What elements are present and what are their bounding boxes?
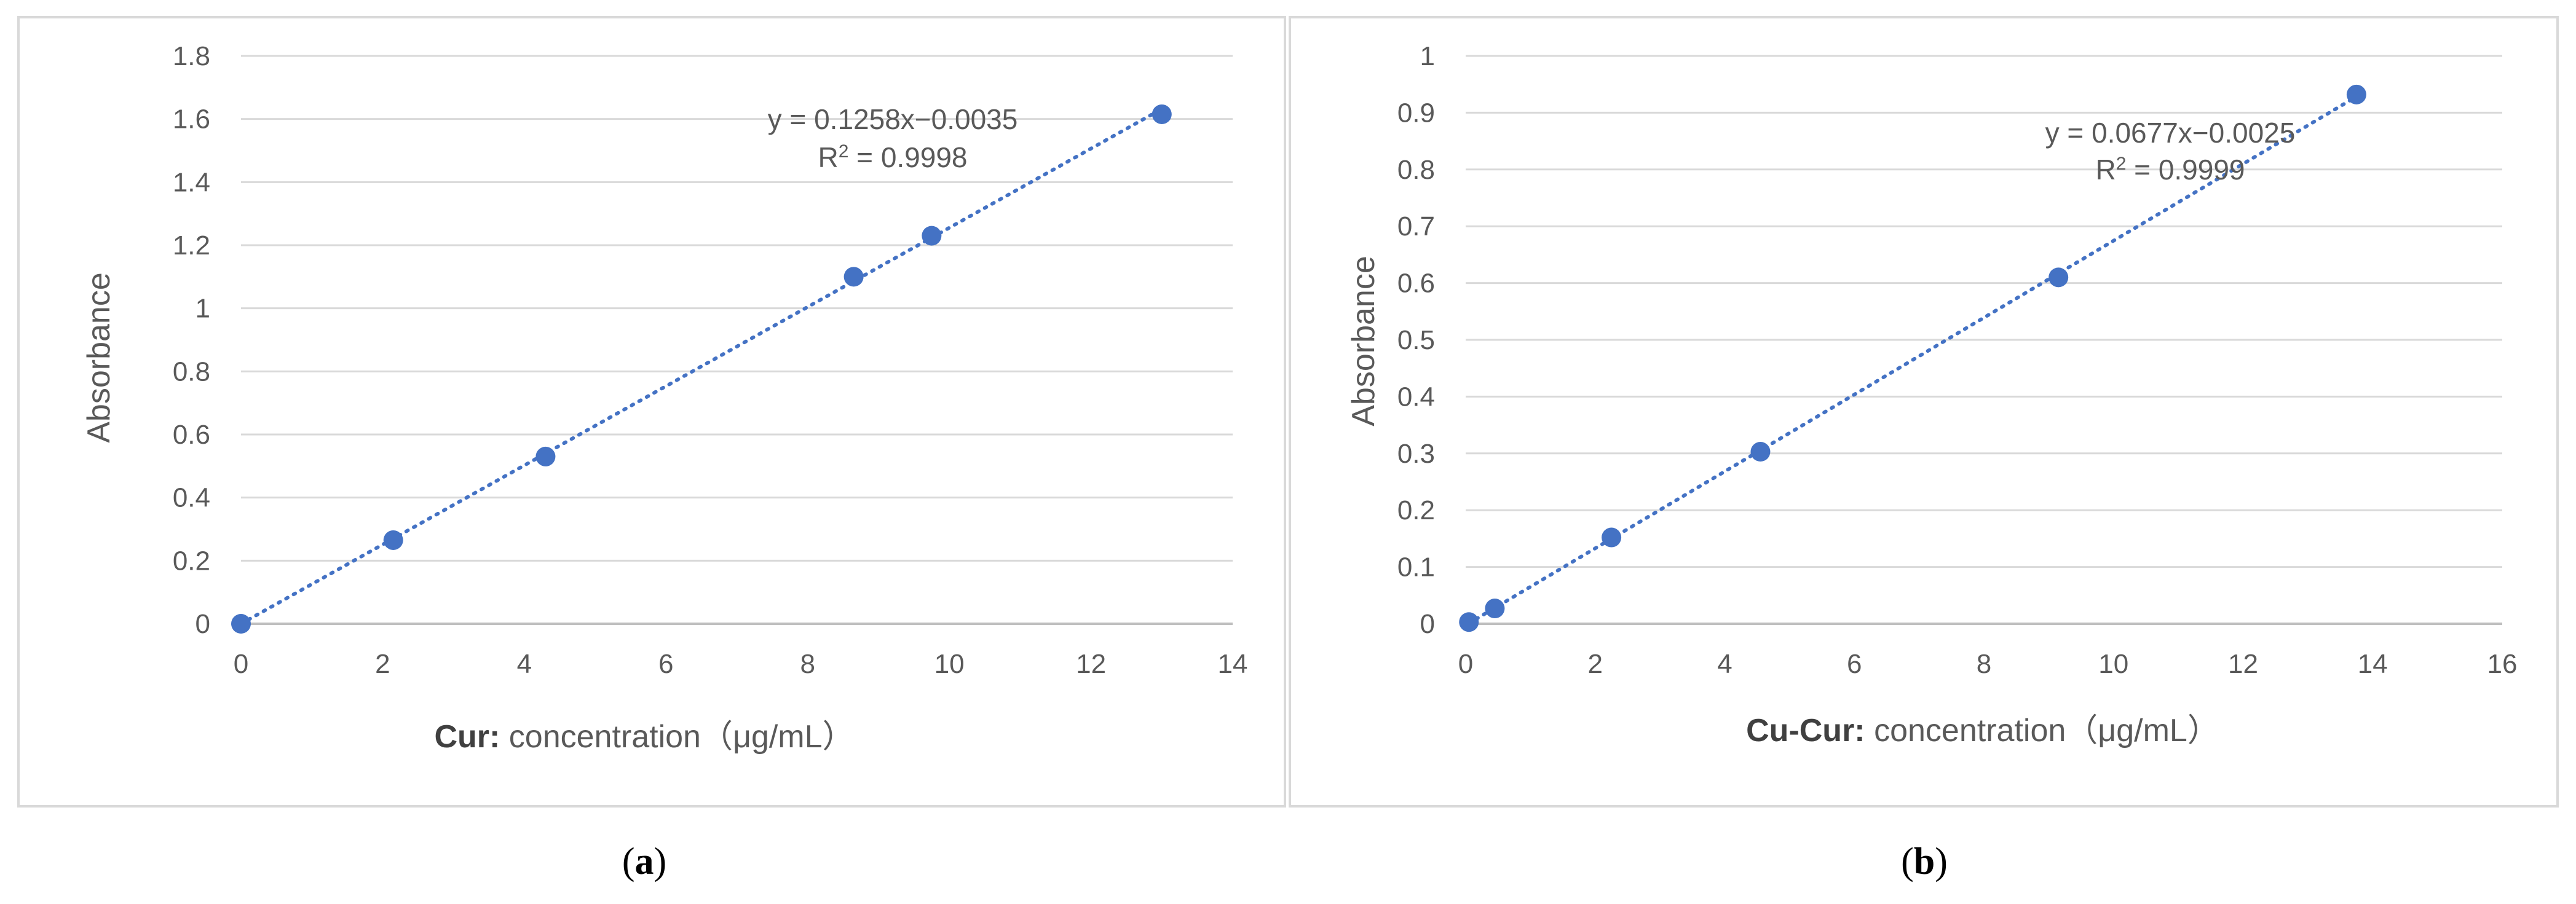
- y-tick-label-a: 0.2: [173, 546, 210, 576]
- y-tick-label-a: 0.8: [173, 356, 210, 387]
- y-tick-label-b: 0.2: [1397, 495, 1435, 525]
- caption-b-letter: b: [1914, 841, 1935, 882]
- x-axis-label-a-rest: concentration（μg/mL）: [500, 719, 854, 755]
- data-points-a: [231, 104, 1172, 634]
- trend-equation-a: y = 0.1258x−0.0035: [768, 103, 1018, 135]
- data-point-b: [1459, 612, 1479, 632]
- caption-b: (b): [1901, 841, 1948, 882]
- data-point-a: [844, 267, 864, 287]
- r-squared-a: R2 = 0.9998: [818, 141, 967, 174]
- data-point-a: [231, 614, 251, 634]
- x-tick-label-a: 8: [800, 649, 815, 679]
- x-axis-label-b-rest: concentration（μg/mL）: [1865, 713, 2219, 749]
- y-tick-label-b: 0.8: [1397, 155, 1435, 185]
- y-tick-label-b: 0.5: [1397, 325, 1435, 355]
- data-point-a: [922, 226, 942, 246]
- y-tick-label-a: 1: [196, 294, 210, 324]
- r-squared-b-value: = 0.9999: [2126, 154, 2245, 186]
- x-tick-label-a: 4: [517, 649, 532, 679]
- y-axis-label-a: Absorbance: [81, 272, 117, 443]
- y-tick-label-a: 1.2: [173, 230, 210, 261]
- r-squared-a-prefix: R: [818, 141, 838, 173]
- y-tick-label-b: 1: [1420, 41, 1435, 71]
- data-point-b: [2346, 84, 2366, 104]
- caption-a-letter: a: [635, 841, 654, 882]
- y-tick-label-b: 0.1: [1397, 552, 1435, 583]
- y-axis-label-b: Absorbance: [1346, 256, 1381, 426]
- data-point-b: [1602, 527, 1622, 548]
- x-tick-label-a: 6: [658, 649, 673, 679]
- x-ticks-a: 0 2 4 6 8 10 12 14: [234, 649, 1248, 679]
- x-tick-label-b: 2: [1588, 649, 1603, 679]
- x-tick-label-b: 8: [1977, 649, 1991, 679]
- trendline-a: [239, 107, 1164, 626]
- y-tick-label-a: 1.6: [173, 104, 210, 135]
- y-ticks-b: 0 0.1 0.2 0.3 0.4 0.5 0.6 0.7 0.8 0.9 1: [1397, 41, 1435, 639]
- y-tick-label-a: 0.4: [173, 483, 210, 513]
- r-squared-a-sup: 2: [839, 141, 849, 162]
- gridlines-b: [1466, 55, 2502, 568]
- y-tick-label-a: 0: [196, 609, 210, 639]
- chart-frame-b: [1289, 16, 2559, 808]
- x-tick-label-a: 2: [375, 649, 390, 679]
- r-squared-b: R2 = 0.9999: [2095, 154, 2245, 186]
- y-tick-label-b: 0.6: [1397, 269, 1435, 299]
- data-point-b: [1485, 599, 1505, 619]
- x-tick-label-a: 0: [234, 649, 248, 679]
- data-point-a: [535, 446, 556, 466]
- y-tick-label-a: 1.4: [173, 167, 210, 197]
- x-tick-label-b: 6: [1847, 649, 1862, 679]
- x-tick-label-a: 10: [934, 649, 965, 679]
- r-squared-b-sup: 2: [2116, 154, 2127, 174]
- x-axis-label-a: Cur: concentration（μg/mL）: [434, 719, 854, 755]
- data-point-b: [1750, 442, 1771, 462]
- y-ticks-a: 0 0.2 0.4 0.6 0.8 1 1.2 1.4 1.6 1.8: [173, 41, 210, 639]
- x-axis-label-a-bold: Cur:: [434, 719, 500, 755]
- trend-equation-b: y = 0.0677x−0.0025: [2045, 117, 2296, 149]
- x-tick-label-b: 14: [2358, 649, 2388, 679]
- r-squared-a-value: = 0.9998: [848, 141, 967, 173]
- data-points-b: [1459, 84, 2366, 632]
- chart-frame-a: [17, 16, 1286, 808]
- y-tick-label-a: 1.8: [173, 41, 210, 71]
- y-tick-label-b: 0.4: [1397, 382, 1435, 412]
- x-tick-label-b: 16: [2487, 649, 2518, 679]
- x-ticks-b: 0 2 4 6 8 10 12 14 16: [1458, 649, 2518, 679]
- x-tick-label-b: 10: [2098, 649, 2128, 679]
- r-squared-b-prefix: R: [2095, 154, 2116, 186]
- x-tick-label-b: 4: [1717, 649, 1732, 679]
- y-tick-label-b: 0: [1420, 609, 1435, 639]
- y-tick-label-a: 0.6: [173, 420, 210, 450]
- x-axis-label-b-bold: Cu-Cur:: [1746, 713, 1865, 749]
- x-tick-label-b: 0: [1458, 649, 1473, 679]
- gridlines-a: [241, 55, 1233, 562]
- y-tick-label-b: 0.7: [1397, 211, 1435, 242]
- chart-panel-b: 0 0.1 0.2 0.3 0.4 0.5 0.6 0.7 0.8 0.9 1 0 2 4 6 8 10 12 1…: [1289, 16, 2559, 808]
- x-tick-label-a: 14: [1218, 649, 1248, 679]
- caption-a: (a): [622, 841, 666, 882]
- chart-panel-a: 0 0.2 0.4 0.6 0.8 1 1.2 1.4 1.6 1.8 0 2 4 6 8 10 12 14 A…: [17, 16, 1286, 808]
- data-point-a: [383, 530, 403, 550]
- data-point-b: [2049, 267, 2069, 288]
- x-tick-label-b: 12: [2228, 649, 2258, 679]
- x-axis-label-b: Cu-Cur: concentration（μg/mL）: [1746, 713, 2219, 749]
- data-point-a: [1152, 104, 1172, 124]
- y-tick-label-b: 0.3: [1397, 439, 1435, 469]
- x-tick-label-a: 12: [1076, 649, 1106, 679]
- y-tick-label-b: 0.9: [1397, 98, 1435, 128]
